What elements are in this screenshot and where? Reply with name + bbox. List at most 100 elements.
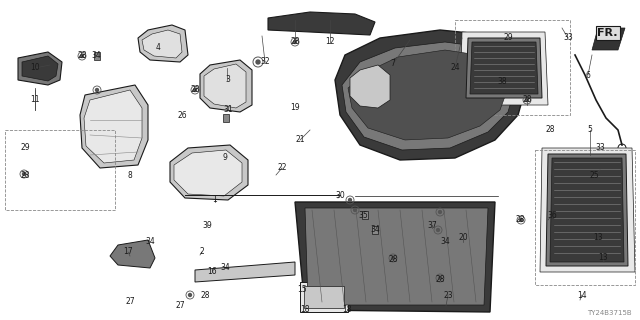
- Text: 14: 14: [577, 291, 587, 300]
- Text: 27: 27: [175, 300, 185, 309]
- Text: 29: 29: [20, 143, 30, 153]
- Text: 20: 20: [458, 234, 468, 243]
- Text: 3: 3: [225, 76, 230, 84]
- Circle shape: [95, 89, 99, 92]
- Circle shape: [525, 99, 529, 101]
- Circle shape: [436, 228, 440, 231]
- Polygon shape: [350, 65, 390, 108]
- Text: 1: 1: [212, 196, 218, 204]
- Text: 34: 34: [145, 237, 155, 246]
- Polygon shape: [300, 282, 348, 312]
- Text: 17: 17: [123, 247, 133, 257]
- Bar: [455, 20, 570, 115]
- Text: 5: 5: [588, 125, 593, 134]
- Text: 21: 21: [295, 135, 305, 145]
- Text: 7: 7: [390, 60, 396, 68]
- Polygon shape: [470, 42, 538, 94]
- Polygon shape: [22, 56, 58, 81]
- Circle shape: [349, 198, 351, 202]
- Text: 37: 37: [427, 220, 437, 229]
- Text: 34: 34: [91, 52, 101, 60]
- Bar: [5, 130, 115, 210]
- Circle shape: [294, 41, 296, 44]
- Text: 18: 18: [300, 306, 310, 315]
- Text: TY24B3715B: TY24B3715B: [588, 310, 632, 316]
- Text: 28: 28: [522, 95, 532, 105]
- Text: 13: 13: [593, 234, 603, 243]
- Text: 28: 28: [200, 291, 210, 300]
- Polygon shape: [466, 38, 542, 98]
- Polygon shape: [142, 30, 182, 58]
- Text: 33: 33: [595, 143, 605, 153]
- Text: 28: 28: [545, 125, 555, 134]
- Text: 34: 34: [220, 263, 230, 273]
- Bar: [362, 211, 368, 219]
- Polygon shape: [200, 60, 252, 112]
- Text: 8: 8: [127, 171, 132, 180]
- Polygon shape: [348, 50, 508, 140]
- Circle shape: [193, 89, 196, 92]
- Circle shape: [520, 219, 522, 221]
- Text: 35: 35: [358, 211, 368, 220]
- Polygon shape: [546, 154, 628, 266]
- Text: 29: 29: [503, 34, 513, 43]
- Text: 22: 22: [277, 164, 287, 172]
- Polygon shape: [80, 85, 148, 168]
- Polygon shape: [110, 240, 155, 268]
- Polygon shape: [18, 52, 62, 85]
- Polygon shape: [592, 28, 625, 50]
- Polygon shape: [138, 25, 188, 62]
- Text: 28: 28: [20, 171, 29, 180]
- Polygon shape: [295, 202, 495, 312]
- Polygon shape: [268, 12, 375, 35]
- Circle shape: [189, 293, 191, 297]
- Text: 19: 19: [290, 103, 300, 113]
- Polygon shape: [170, 145, 248, 200]
- Text: 34: 34: [370, 226, 380, 235]
- Text: 9: 9: [223, 154, 227, 163]
- Circle shape: [353, 209, 356, 212]
- Circle shape: [392, 257, 394, 260]
- Polygon shape: [342, 42, 516, 150]
- Polygon shape: [460, 32, 548, 105]
- Circle shape: [256, 60, 260, 64]
- Text: 28: 28: [291, 37, 300, 46]
- Text: 15: 15: [297, 285, 307, 294]
- Text: 30: 30: [335, 190, 345, 199]
- Text: 13: 13: [598, 253, 608, 262]
- Polygon shape: [174, 150, 242, 196]
- Bar: [372, 226, 378, 234]
- Text: 24: 24: [450, 63, 460, 73]
- Text: 12: 12: [325, 37, 335, 46]
- Circle shape: [22, 172, 26, 175]
- Text: 27: 27: [125, 298, 135, 307]
- Polygon shape: [195, 262, 295, 282]
- Text: 4: 4: [156, 44, 161, 52]
- Text: 26: 26: [177, 110, 187, 119]
- Bar: [223, 114, 229, 122]
- Text: 28: 28: [190, 85, 200, 94]
- Text: 16: 16: [207, 268, 217, 276]
- Text: 11: 11: [30, 95, 40, 105]
- Circle shape: [438, 276, 442, 279]
- Text: 31: 31: [223, 106, 233, 115]
- Text: 38: 38: [497, 77, 507, 86]
- Polygon shape: [540, 148, 635, 272]
- Text: 18: 18: [342, 306, 352, 315]
- Text: 10: 10: [30, 63, 40, 73]
- Text: 28: 28: [77, 52, 87, 60]
- Bar: [535, 150, 635, 285]
- Text: 39: 39: [202, 220, 212, 229]
- Circle shape: [81, 54, 83, 58]
- Text: 32: 32: [260, 58, 270, 67]
- Text: 6: 6: [586, 70, 591, 79]
- Text: 28: 28: [435, 276, 445, 284]
- Text: 28: 28: [388, 255, 397, 265]
- Text: 33: 33: [563, 34, 573, 43]
- Text: 36: 36: [547, 211, 557, 220]
- Polygon shape: [305, 208, 488, 305]
- Text: FR.: FR.: [598, 28, 618, 38]
- Text: 23: 23: [443, 291, 453, 300]
- Text: 34: 34: [440, 237, 450, 246]
- Polygon shape: [304, 286, 344, 308]
